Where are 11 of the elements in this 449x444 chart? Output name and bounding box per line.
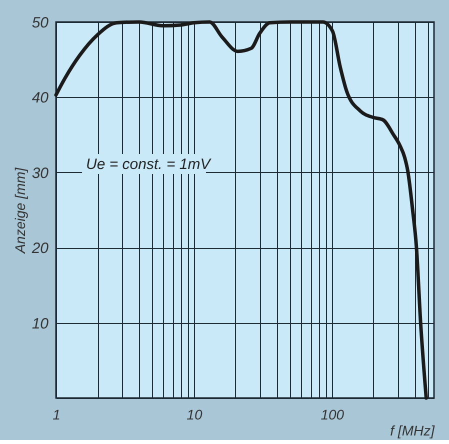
- x-tick-label: 10: [186, 406, 202, 422]
- x-axis-title: f [MHz]: [390, 422, 436, 438]
- y-tick-label: 30: [32, 164, 50, 182]
- y-tick-label: 50: [32, 14, 50, 32]
- y-axis-title: Anzeige [mm]: [12, 166, 28, 254]
- x-tick-label: 1: [52, 406, 60, 422]
- annotation: Ue = const. = 1mV: [86, 156, 212, 173]
- y-tick-label: 20: [30, 240, 50, 258]
- y-tick-label: 10: [32, 315, 50, 332]
- x-tick-label: 100: [320, 406, 344, 422]
- y-tick-label: 40: [32, 90, 50, 107]
